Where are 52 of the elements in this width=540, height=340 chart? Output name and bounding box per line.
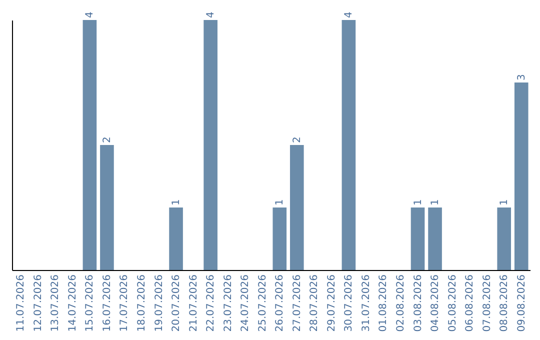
x-tick-label: 15.07.2026 bbox=[84, 274, 96, 332]
x-tick-label: 29.07.2026 bbox=[326, 274, 338, 332]
x-tick-label: 22.07.2026 bbox=[206, 274, 217, 332]
bar bbox=[410, 208, 425, 270]
x-tick-label: 11.07.2026 bbox=[16, 274, 27, 332]
x-tick-label: 23.07.2026 bbox=[222, 274, 234, 332]
x-tick-label: 30.07.2026 bbox=[344, 274, 355, 332]
x-tick-label: 19.07.2026 bbox=[154, 274, 165, 332]
bar bbox=[342, 20, 356, 270]
x-tick-label: 31.07.2026 bbox=[360, 274, 372, 332]
x-tick-label: 13.07.2026 bbox=[50, 274, 62, 332]
x-tick-label: 06.08.2026 bbox=[464, 274, 476, 332]
x-tick-label: 03.08.2026 bbox=[412, 274, 424, 332]
x-tick-label: 20.07.2026 bbox=[171, 274, 182, 332]
x-tick-label: 14.07.2026 bbox=[67, 274, 78, 332]
x-tick-label: 02.08.2026 bbox=[396, 274, 406, 332]
bar bbox=[497, 208, 512, 270]
x-tick-label: 27.07.2026 bbox=[292, 274, 303, 332]
data-label: 2 bbox=[292, 136, 303, 143]
bar bbox=[428, 208, 442, 270]
bar bbox=[290, 145, 304, 270]
data-label: 1 bbox=[274, 199, 286, 206]
x-tick-label: 05.08.2026 bbox=[447, 274, 458, 332]
bar bbox=[100, 145, 114, 270]
data-label: 1 bbox=[499, 199, 510, 206]
x-tick-label: 01.08.2026 bbox=[378, 274, 390, 332]
data-label: 2 bbox=[102, 136, 113, 143]
x-tick-label: 26.07.2026 bbox=[274, 274, 286, 332]
data-label: 1 bbox=[171, 199, 182, 206]
x-tick-label: 25.07.2026 bbox=[257, 274, 268, 332]
x-tick-label: 08.08.2026 bbox=[499, 274, 510, 332]
bar bbox=[169, 208, 183, 270]
data-label: 3 bbox=[516, 74, 528, 80]
x-tick-label: 07.08.2026 bbox=[482, 274, 493, 332]
bar bbox=[82, 20, 97, 270]
x-tick-label: 18.07.2026 bbox=[136, 274, 148, 332]
data-label: 4 bbox=[206, 12, 217, 18]
data-label: 4 bbox=[84, 12, 96, 18]
x-tick-label: 12.07.2026 bbox=[32, 274, 44, 332]
x-tick-label: 16.07.2026 bbox=[102, 274, 113, 332]
x-tick-label: 04.08.2026 bbox=[430, 274, 442, 332]
bar bbox=[204, 20, 218, 270]
x-tick-label: 28.07.2026 bbox=[309, 274, 320, 332]
x-tick-label: 17.07.2026 bbox=[119, 274, 130, 332]
bar bbox=[514, 82, 528, 270]
data-label: 4 bbox=[344, 12, 355, 18]
data-label: 1 bbox=[412, 199, 424, 206]
x-tick-label: 21.07.2026 bbox=[188, 274, 200, 332]
data-label: 1 bbox=[430, 199, 442, 206]
x-tick-label: 24.07.2026 bbox=[240, 274, 252, 332]
bar bbox=[272, 208, 287, 270]
x-tick-label: 09.08.2026 bbox=[516, 274, 528, 332]
